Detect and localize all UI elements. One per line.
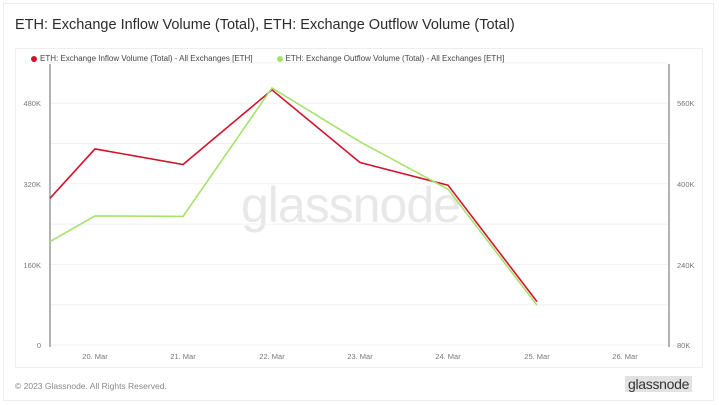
x-tick: 20. Mar xyxy=(82,352,108,361)
chart-area xyxy=(15,48,703,368)
legend-item-inflow[interactable]: ETH: Exchange Inflow Volume (Total) - Al… xyxy=(31,54,253,63)
x-tick: 26. Mar xyxy=(612,352,638,361)
chart-card xyxy=(3,3,714,401)
y-right-tick: 80K xyxy=(677,341,691,350)
glassnode-logo[interactable]: glassnode xyxy=(625,376,693,392)
x-tick: 25. Mar xyxy=(524,352,550,361)
y-right-tick: 400K xyxy=(677,180,695,189)
chart-title: ETH: Exchange Inflow Volume (Total), ETH… xyxy=(15,17,515,33)
legend-label: ETH: Exchange Inflow Volume (Total) - Al… xyxy=(40,54,253,63)
copyright-text: © 2023 Glassnode. All Rights Reserved. xyxy=(15,381,167,391)
y-left-tick: 0 xyxy=(36,341,41,350)
x-tick: 21. Mar xyxy=(170,352,196,361)
y-right-tick: 240K xyxy=(677,261,695,270)
x-tick: 23. Mar xyxy=(347,352,373,361)
y-left-tick: 320K xyxy=(23,180,41,189)
y-left-tick: 480K xyxy=(23,99,41,108)
gridlines xyxy=(50,62,669,346)
inflow-line xyxy=(49,88,538,303)
y-right-tick: 560K xyxy=(677,99,695,108)
x-tick: 22. Mar xyxy=(259,352,285,361)
legend-dot-icon xyxy=(31,55,37,62)
x-tick: 24. Mar xyxy=(435,352,461,361)
legend-dot-icon xyxy=(276,55,283,62)
legend: ETH: Exchange Inflow Volume (Total) - Al… xyxy=(31,54,504,63)
outflow-line xyxy=(49,86,538,306)
legend-label: ETH: Exchange Outflow Volume (Total) - A… xyxy=(285,54,505,63)
y-left-tick: 160K xyxy=(23,261,41,270)
legend-item-outflow[interactable]: ETH: Exchange Outflow Volume (Total) - A… xyxy=(276,54,505,63)
